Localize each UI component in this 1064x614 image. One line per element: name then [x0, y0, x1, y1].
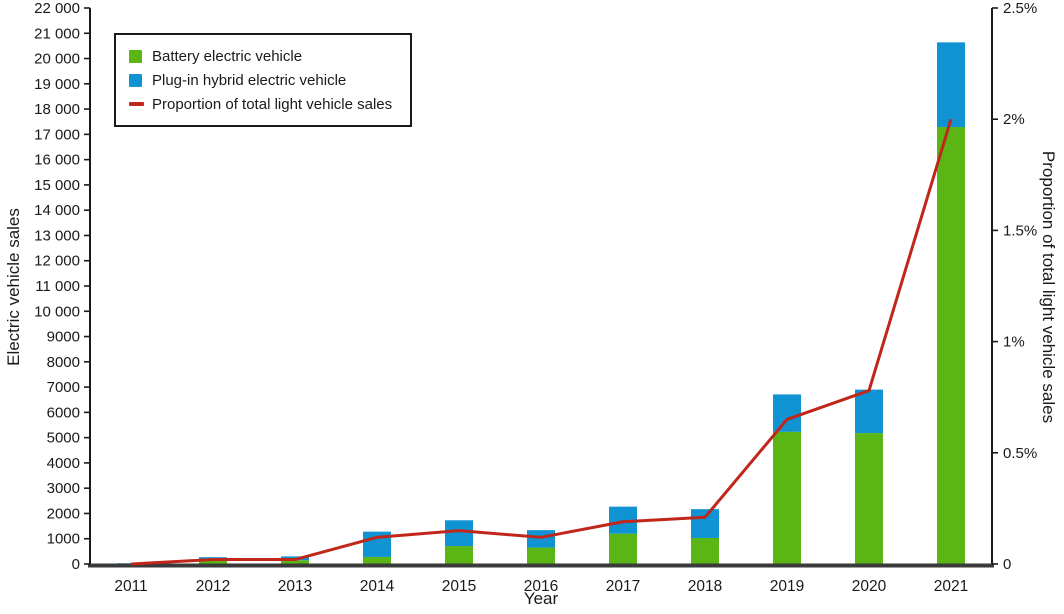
- bev-swatch-icon: [129, 49, 142, 63]
- bar-2016-phev: [527, 530, 555, 548]
- bar-2020-phev: [855, 389, 883, 434]
- left-axis-tick-label: 15 000: [34, 177, 80, 194]
- left-axis-tick-label: 7000: [47, 379, 80, 396]
- bar-2021-bev: [937, 127, 965, 564]
- right-axis-tick-label: 1%: [1003, 334, 1025, 351]
- bar-2012-bev: [199, 560, 227, 564]
- x-tick-label-2019: 2019: [770, 578, 804, 595]
- left-axis-tick-label: 21 000: [34, 25, 80, 42]
- legend-label: Plug-in hybrid electric vehicle: [152, 71, 347, 89]
- x-tick-label-2016: 2016: [524, 578, 558, 595]
- left-axis-tick-label: 20 000: [34, 51, 80, 68]
- left-axis-tick-label: 19 000: [34, 76, 80, 93]
- right-axis-tick-label: 0.5%: [1003, 445, 1037, 462]
- proportion-line-swatch-icon: [129, 102, 144, 106]
- legend-label: Proportion of total light vehicle sales: [152, 95, 393, 113]
- bar-2014-bev: [363, 556, 391, 564]
- x-tick-label-2011: 2011: [114, 578, 147, 595]
- left-axis-tick-label: 13 000: [34, 227, 80, 244]
- x-tick-label-2021: 2021: [934, 578, 968, 595]
- left-axis-tick-label: 3000: [47, 480, 80, 497]
- left-axis-tick-label: 9000: [47, 329, 80, 346]
- left-axis-tick-label: 5000: [47, 430, 80, 447]
- legend: Battery electric vehicle Plug-in hybrid …: [114, 33, 413, 127]
- x-tick-label-2015: 2015: [442, 578, 476, 595]
- right-axis-tick-label: 0: [1003, 556, 1011, 573]
- proportion-of-sales-line: [130, 118, 953, 566]
- left-axis-tick-label: 16 000: [34, 152, 80, 169]
- bar-2016-bev: [527, 547, 555, 564]
- right-axis-tick-label: 1.5%: [1003, 222, 1037, 239]
- bar-2021-phev: [937, 42, 965, 128]
- x-tick-label-2018: 2018: [688, 578, 722, 595]
- legend-item-battery-electric: Battery electric vehicle: [129, 44, 392, 68]
- x-axis-title: Year: [523, 589, 559, 608]
- x-tick-label-2014: 2014: [360, 578, 395, 595]
- bar-2015-phev: [445, 520, 473, 547]
- left-axis-tick-label: 18 000: [34, 101, 80, 118]
- left-axis-tick-label: 14 000: [34, 202, 80, 219]
- left-axis-tick-label: 4000: [47, 455, 80, 472]
- bar-2020-bev: [855, 433, 883, 564]
- x-tick-label-2017: 2017: [606, 578, 640, 595]
- left-axis-title: Electric vehicle sales: [4, 208, 23, 366]
- x-tick-label-2020: 2020: [852, 578, 887, 595]
- left-axis-tick-label: 6000: [47, 404, 80, 421]
- right-axis-title: Proportion of total light vehicle sales: [1039, 150, 1058, 424]
- bar-2019-bev: [773, 431, 801, 564]
- left-axis-tick-label: 12 000: [34, 253, 80, 270]
- right-axis-tick-label: 2%: [1003, 111, 1025, 128]
- x-tick-label-2013: 2013: [278, 578, 312, 595]
- bar-2018-bev: [691, 537, 719, 564]
- left-axis-tick-label: 11 000: [35, 278, 80, 295]
- left-axis-tick-label: 1000: [47, 531, 80, 548]
- bar-2019-phev: [773, 394, 801, 432]
- left-axis-tick-label: 2000: [47, 505, 80, 522]
- legend-label: Battery electric vehicle: [152, 47, 303, 65]
- left-axis-tick-label: 10 000: [34, 303, 80, 320]
- x-tick-label-2012: 2012: [196, 578, 230, 595]
- bar-2017-bev: [609, 533, 637, 564]
- left-axis-tick-label: 0: [72, 556, 80, 573]
- right-axis-tick-label: 2.5%: [1003, 0, 1037, 17]
- legend-item-plugin-hybrid: Plug-in hybrid electric vehicle: [129, 68, 392, 92]
- bar-2015-bev: [445, 546, 473, 564]
- left-axis-tick-label: 8000: [47, 354, 80, 371]
- left-axis-tick-label: 17 000: [34, 126, 80, 143]
- bar-2018-phev: [691, 509, 719, 538]
- left-axis-tick-label: 22 000: [34, 0, 80, 17]
- bar-2013-bev: [281, 560, 309, 564]
- phev-swatch-icon: [129, 73, 142, 87]
- legend-item-proportion: Proportion of total light vehicle sales: [129, 92, 392, 116]
